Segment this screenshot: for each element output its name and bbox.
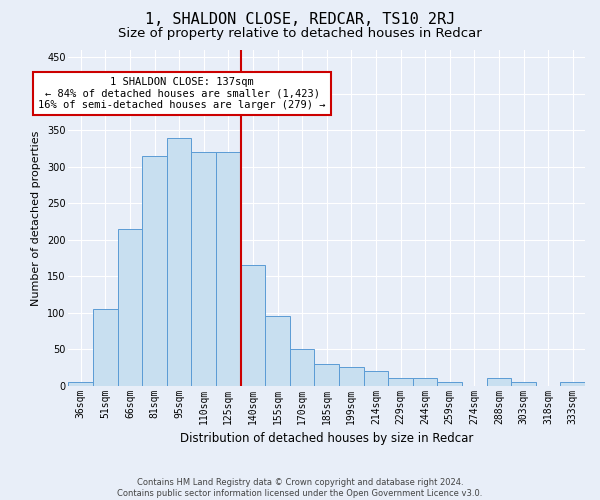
Bar — [290, 349, 314, 386]
Bar — [191, 152, 216, 386]
Bar — [241, 265, 265, 386]
Text: Size of property relative to detached houses in Redcar: Size of property relative to detached ho… — [118, 28, 482, 40]
Bar — [216, 152, 241, 386]
Text: 1, SHALDON CLOSE, REDCAR, TS10 2RJ: 1, SHALDON CLOSE, REDCAR, TS10 2RJ — [145, 12, 455, 28]
Bar — [511, 382, 536, 386]
Y-axis label: Number of detached properties: Number of detached properties — [31, 130, 41, 306]
Bar — [265, 316, 290, 386]
Bar — [364, 371, 388, 386]
Text: 1 SHALDON CLOSE: 137sqm
← 84% of detached houses are smaller (1,423)
16% of semi: 1 SHALDON CLOSE: 137sqm ← 84% of detache… — [38, 77, 326, 110]
Bar — [118, 229, 142, 386]
Bar — [388, 378, 413, 386]
Bar — [142, 156, 167, 386]
Bar — [93, 309, 118, 386]
Bar — [339, 368, 364, 386]
Text: Contains HM Land Registry data © Crown copyright and database right 2024.
Contai: Contains HM Land Registry data © Crown c… — [118, 478, 482, 498]
X-axis label: Distribution of detached houses by size in Redcar: Distribution of detached houses by size … — [180, 432, 473, 445]
Bar — [560, 382, 585, 386]
Bar — [167, 138, 191, 386]
Bar — [487, 378, 511, 386]
Bar — [437, 382, 462, 386]
Bar — [68, 382, 93, 386]
Bar — [413, 378, 437, 386]
Bar — [314, 364, 339, 386]
